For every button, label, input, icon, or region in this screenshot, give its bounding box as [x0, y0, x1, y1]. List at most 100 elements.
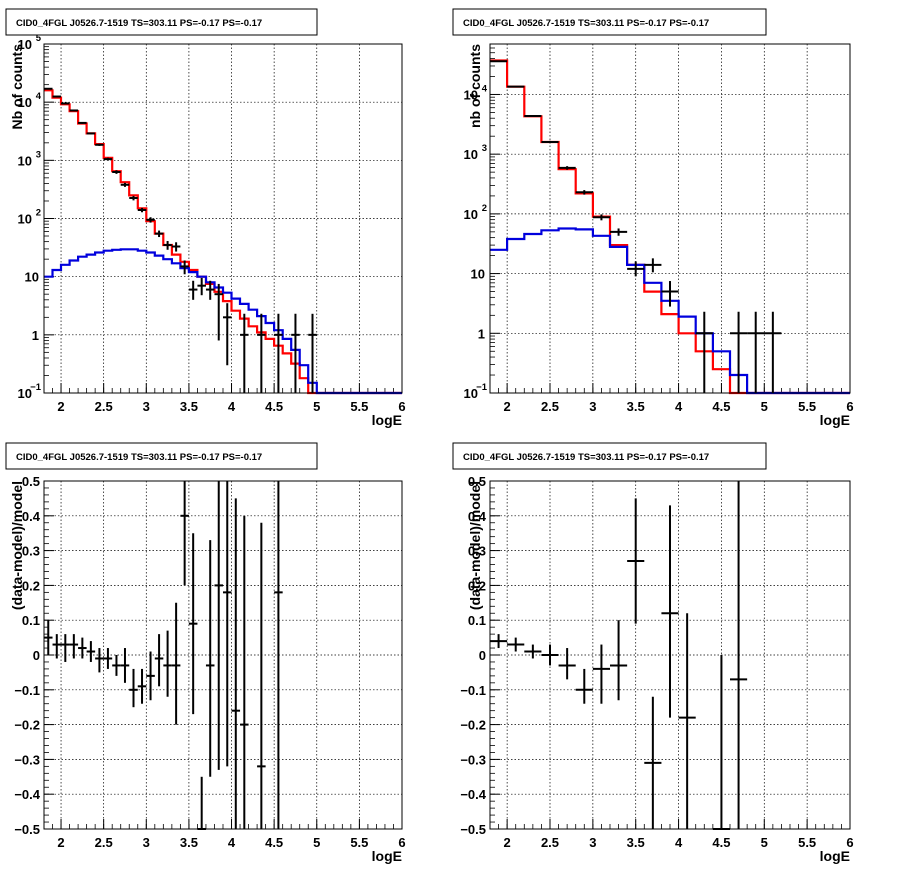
y-tick-label: 10	[464, 147, 478, 162]
y-tick-label: 10	[464, 207, 478, 222]
x-tick-label: 3.5	[627, 399, 645, 414]
series-step-2	[44, 248, 402, 395]
x-axis-title: logE	[372, 412, 402, 428]
x-tick-label: 2.5	[95, 835, 113, 850]
title-box	[5, 442, 318, 470]
y-tick-label: 10	[18, 386, 32, 401]
y-tick-exponent: 4	[482, 83, 488, 94]
plot-frame	[43, 43, 403, 394]
y-tick-label: 1	[32, 328, 39, 343]
title-box	[5, 8, 318, 36]
x-tick-label: 4	[675, 399, 683, 414]
y-tick-label: −0.3	[460, 752, 486, 767]
grid	[490, 44, 851, 393]
x-tick-label: 2	[504, 835, 511, 850]
x-tick-label: 5.5	[798, 835, 816, 850]
y-tick-label: 0	[479, 648, 486, 663]
y-tick-label: −0.2	[14, 718, 40, 733]
y-tick-label: −0.1	[460, 683, 486, 698]
x-tick-label: 5	[761, 399, 768, 414]
series-step-1	[44, 89, 402, 395]
x-tick-label: 2	[504, 399, 511, 414]
y-tick-exponent: 3	[482, 143, 487, 154]
y-tick-label: 0.2	[22, 578, 40, 593]
x-tick-label: 5	[313, 835, 320, 850]
x-tick-label: 5.5	[798, 399, 816, 414]
chart-panel-2: CID0_4FGL J0526.7-1519 TS=303.11 PS=-0.1…	[452, 8, 854, 428]
x-tick-label: 5	[313, 399, 320, 414]
x-tick-label: 4	[228, 835, 236, 850]
x-tick-label: 4.5	[265, 399, 283, 414]
x-tick-label: 2	[57, 835, 64, 850]
series-errorbars	[44, 87, 317, 393]
y-axis-title: (data-model)/model	[9, 481, 25, 610]
x-tick-label: 6	[846, 399, 853, 414]
x-tick-label: 4.5	[712, 835, 730, 850]
x-axis-title: logE	[372, 848, 402, 864]
y-tick-exponent: 2	[482, 203, 487, 214]
y-tick-exponent: 2	[36, 208, 41, 219]
chart-panel-1: CID0_4FGL J0526.7-1519 TS=303.11 PS=-0.1…	[5, 8, 406, 428]
y-tick-label: 10	[25, 270, 39, 285]
y-tick-exponent: 3	[36, 149, 41, 160]
y-tick-label: 0.1	[468, 613, 486, 628]
x-tick-label: 3	[589, 399, 596, 414]
x-tick-label: 2.5	[541, 399, 559, 414]
x-tick-label: 3	[143, 399, 150, 414]
chart-title: CID0_4FGL J0526.7-1519 TS=303.11 PS=-0.1…	[16, 452, 262, 463]
y-tick-label: −0.4	[460, 787, 486, 802]
series-errorbars	[490, 481, 748, 830]
y-axis-title: (data-model)/model	[467, 481, 483, 610]
x-tick-label: 3.5	[627, 835, 645, 850]
chart-title: CID0_4FGL J0526.7-1519 TS=303.11 PS=-0.1…	[16, 18, 262, 29]
x-tick-label: 4.5	[265, 835, 283, 850]
y-tick-label: 0.1	[22, 613, 40, 628]
series-errorbars	[490, 60, 782, 393]
y-tick-label: −0.5	[460, 822, 486, 837]
y-tick-exponent: 4	[36, 91, 42, 102]
x-tick-label: 6	[846, 835, 853, 850]
y-axis-title: nb of counts	[467, 44, 483, 128]
plot-frame	[489, 480, 851, 830]
y-axis-title: Nb of counts	[9, 44, 25, 130]
y-tick-label: 0	[33, 648, 40, 663]
y-tick-label: 0.5	[22, 474, 40, 489]
series-errorbars	[44, 481, 283, 830]
title-box	[452, 442, 767, 470]
y-tick-exponent: −1	[476, 382, 488, 393]
chart-title: CID0_4FGL J0526.7-1519 TS=303.11 PS=-0.1…	[463, 452, 709, 463]
x-tick-label: 3	[589, 835, 596, 850]
y-tick-label: −0.1	[14, 683, 40, 698]
x-tick-label: 3.5	[180, 835, 198, 850]
y-tick-label: 10	[471, 267, 485, 282]
y-tick-label: −0.2	[460, 718, 486, 733]
x-tick-label: 2.5	[541, 835, 559, 850]
x-tick-label: 5	[761, 835, 768, 850]
x-tick-label: 5.5	[350, 399, 368, 414]
y-tick-label: −0.3	[14, 752, 40, 767]
y-tick-label: −0.4	[14, 787, 40, 802]
y-tick-label: 0.4	[468, 509, 487, 524]
x-axis-title: logE	[820, 412, 850, 428]
y-tick-label: 0.5	[468, 474, 486, 489]
title-box	[452, 8, 767, 36]
x-tick-label: 5.5	[350, 835, 368, 850]
x-tick-label: 3.5	[180, 399, 198, 414]
x-tick-label: 6	[398, 399, 405, 414]
y-tick-exponent: −1	[30, 382, 42, 393]
series-step-2	[490, 227, 850, 395]
y-tick-label: 10	[464, 87, 478, 102]
x-tick-label: 4	[675, 835, 683, 850]
y-tick-label: 0.4	[22, 509, 41, 524]
x-tick-label: 4.5	[712, 399, 730, 414]
chart-panel-3: CID0_4FGL J0526.7-1519 TS=303.11 PS=-0.1…	[5, 442, 406, 864]
x-axis-title: logE	[820, 848, 850, 864]
x-tick-label: 2.5	[95, 399, 113, 414]
y-tick-label: 0.3	[22, 544, 40, 559]
y-tick-exponent: 5	[36, 33, 42, 44]
series-step-1	[490, 59, 850, 395]
y-tick-label: 1	[478, 326, 485, 341]
x-tick-label: 3	[143, 835, 150, 850]
